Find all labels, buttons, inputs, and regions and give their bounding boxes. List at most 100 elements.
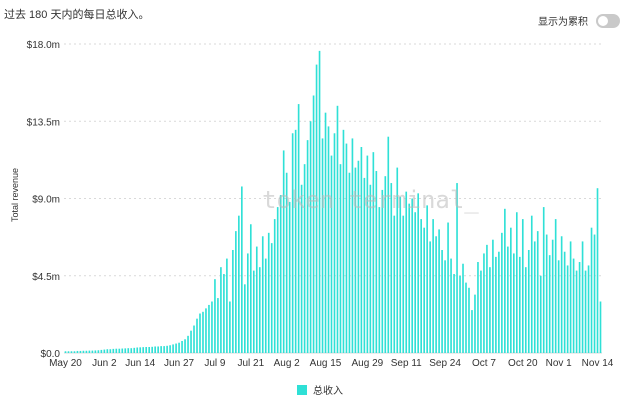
revenue-bar[interactable]: [414, 212, 417, 353]
revenue-bar[interactable]: [181, 340, 183, 353]
revenue-bar[interactable]: [252, 270, 255, 353]
revenue-bar[interactable]: [462, 263, 464, 353]
revenue-bar[interactable]: [202, 311, 204, 353]
revenue-bar[interactable]: [483, 253, 485, 353]
revenue-bar[interactable]: [229, 301, 231, 354]
revenue-bar[interactable]: [139, 347, 142, 353]
revenue-bar[interactable]: [142, 347, 145, 353]
revenue-bar[interactable]: [563, 251, 566, 353]
revenue-bar[interactable]: [375, 171, 378, 353]
revenue-bar[interactable]: [300, 184, 303, 353]
revenue-bar[interactable]: [339, 164, 342, 353]
revenue-bar[interactable]: [587, 265, 590, 353]
revenue-bar[interactable]: [109, 349, 112, 353]
revenue-bar[interactable]: [471, 310, 473, 353]
revenue-bar[interactable]: [366, 155, 369, 353]
revenue-bar[interactable]: [536, 231, 539, 353]
revenue-bar[interactable]: [145, 346, 148, 353]
revenue-bar[interactable]: [474, 294, 476, 353]
revenue-bar[interactable]: [184, 339, 186, 353]
revenue-bar[interactable]: [70, 351, 73, 353]
revenue-bar[interactable]: [267, 232, 270, 353]
revenue-bar[interactable]: [199, 313, 201, 353]
revenue-bar[interactable]: [524, 267, 527, 353]
revenue-bar[interactable]: [193, 325, 195, 353]
revenue-bar[interactable]: [294, 129, 297, 353]
revenue-bar[interactable]: [432, 219, 434, 353]
revenue-bar[interactable]: [477, 262, 479, 353]
revenue-bar[interactable]: [321, 138, 324, 353]
revenue-bar[interactable]: [533, 241, 536, 353]
revenue-bar[interactable]: [441, 250, 443, 353]
revenue-bar[interactable]: [130, 348, 133, 353]
revenue-bar[interactable]: [569, 241, 572, 353]
revenue-bar[interactable]: [369, 184, 372, 353]
revenue-bar[interactable]: [348, 172, 351, 353]
revenue-bar[interactable]: [178, 342, 180, 353]
revenue-bar[interactable]: [133, 347, 136, 353]
revenue-bar[interactable]: [244, 284, 246, 353]
revenue-bar[interactable]: [578, 262, 581, 353]
revenue-bar[interactable]: [85, 350, 88, 353]
revenue-bar[interactable]: [136, 347, 139, 353]
revenue-bar[interactable]: [82, 350, 85, 353]
revenue-bar[interactable]: [381, 189, 384, 353]
revenue-bar[interactable]: [172, 344, 174, 353]
revenue-bar[interactable]: [258, 267, 261, 353]
revenue-bar[interactable]: [581, 241, 584, 353]
revenue-bar[interactable]: [312, 95, 315, 354]
revenue-bar[interactable]: [501, 232, 503, 353]
revenue-bar[interactable]: [357, 160, 360, 353]
revenue-bar[interactable]: [330, 155, 333, 353]
revenue-bar[interactable]: [324, 112, 327, 353]
revenue-bar[interactable]: [315, 64, 318, 353]
revenue-bar[interactable]: [261, 236, 264, 353]
revenue-bar[interactable]: [396, 167, 399, 353]
revenue-bar[interactable]: [480, 270, 482, 353]
revenue-bar[interactable]: [453, 274, 455, 353]
revenue-bar[interactable]: [217, 298, 219, 353]
revenue-bar[interactable]: [67, 351, 70, 353]
revenue-bar[interactable]: [214, 279, 216, 353]
revenue-bar[interactable]: [88, 350, 91, 353]
revenue-bar[interactable]: [264, 258, 267, 353]
revenue-bar[interactable]: [495, 256, 497, 353]
revenue-bar[interactable]: [387, 136, 390, 353]
revenue-bar[interactable]: [408, 203, 411, 353]
revenue-bar[interactable]: [196, 318, 198, 353]
revenue-bar[interactable]: [124, 348, 127, 353]
revenue-bar[interactable]: [169, 345, 171, 353]
revenue-bar[interactable]: [154, 346, 156, 353]
revenue-bar[interactable]: [336, 105, 339, 353]
revenue-bar[interactable]: [560, 236, 563, 353]
revenue-bar[interactable]: [498, 251, 500, 353]
revenue-bar[interactable]: [548, 255, 551, 353]
revenue-bar[interactable]: [327, 126, 330, 354]
revenue-bar[interactable]: [345, 143, 348, 353]
cumulative-toggle-switch[interactable]: [596, 13, 620, 28]
revenue-bar[interactable]: [255, 246, 258, 353]
revenue-bar[interactable]: [405, 191, 408, 353]
revenue-bar[interactable]: [435, 236, 437, 353]
revenue-bar[interactable]: [297, 104, 300, 353]
revenue-bar[interactable]: [223, 274, 225, 353]
revenue-bar[interactable]: [566, 265, 569, 353]
revenue-bar[interactable]: [599, 301, 602, 354]
revenue-bar[interactable]: [411, 198, 414, 354]
revenue-bar[interactable]: [510, 227, 512, 353]
revenue-bar[interactable]: [513, 253, 515, 353]
revenue-bar[interactable]: [121, 348, 124, 353]
revenue-bar[interactable]: [593, 234, 596, 353]
revenue-bar[interactable]: [557, 260, 560, 353]
revenue-bar[interactable]: [542, 207, 545, 353]
revenue-bar[interactable]: [444, 260, 446, 353]
revenue-bar[interactable]: [572, 258, 575, 353]
revenue-bar[interactable]: [148, 346, 150, 353]
revenue-bar[interactable]: [539, 275, 542, 353]
revenue-bar[interactable]: [417, 193, 419, 353]
revenue-bar[interactable]: [175, 343, 177, 353]
revenue-bar[interactable]: [545, 234, 548, 353]
revenue-bar[interactable]: [596, 188, 599, 353]
revenue-bar[interactable]: [285, 172, 288, 353]
revenue-bar[interactable]: [309, 121, 312, 353]
